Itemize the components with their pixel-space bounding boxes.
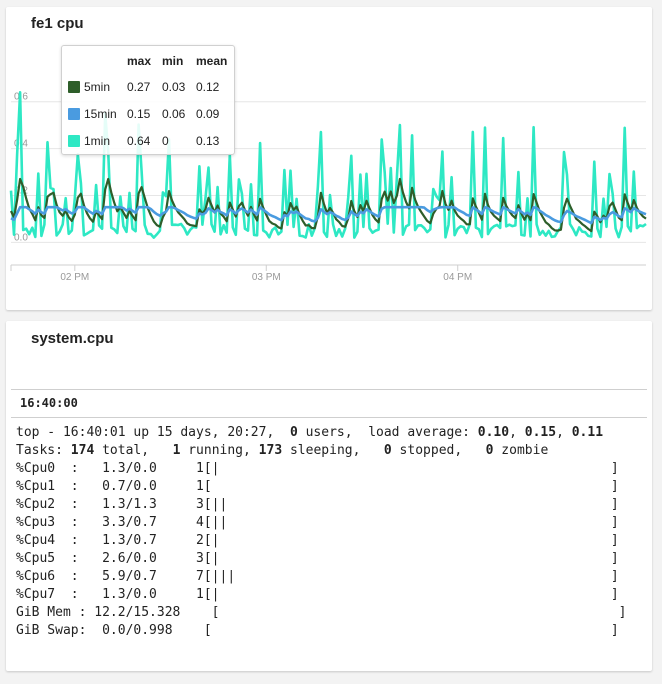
legend-swatch	[68, 108, 80, 120]
legend-swatch	[68, 135, 80, 147]
legend-min: 0	[162, 134, 169, 148]
users-count: 0	[289, 425, 298, 440]
divider	[11, 389, 647, 390]
top-line: %Cpu0 : 1.3/0.0 1[| ]	[16, 461, 619, 476]
tasks-sleeping: 173	[258, 443, 283, 458]
cpu-chart-panel: fe1 cpu 0.0 0.2 0.4 0.6 02 PM 03 PM 04 PM max …	[6, 7, 652, 310]
legend-min: 0.03	[162, 80, 186, 94]
tasks-line: Tasks: 174 total, 1 running, 173 sleepin…	[16, 443, 549, 458]
load-average-5: 0.15	[524, 425, 557, 440]
top-header-line: top - 16:40:01 up 15 days, 20:27, 0 user…	[16, 425, 604, 440]
top-line: GiB Mem : 12.2/15.328 [ ]	[16, 605, 627, 620]
legend-header-max: max	[127, 54, 152, 68]
legend-item-5min[interactable]: 5min 0.27 0.03 0.12	[62, 78, 234, 96]
series-line-15min	[10, 205, 647, 225]
legend-mean: 0.12	[196, 80, 220, 94]
legend-series-name: 5min	[84, 80, 111, 94]
tasks-zombie: 0	[485, 443, 494, 458]
load-average-15: 0.11	[571, 425, 604, 440]
legend-header-min: min	[162, 54, 184, 68]
legend-max: 0.15	[127, 107, 151, 121]
series-line-1min	[9, 91, 647, 239]
top-line: %Cpu5 : 2.6/0.0 3[| ]	[16, 551, 619, 566]
top-line: %Cpu4 : 1.3/0.7 2[| ]	[16, 533, 619, 548]
legend-mean: 0.13	[196, 134, 220, 148]
y-tick-label: 0.0	[14, 232, 28, 243]
top-line: %Cpu1 : 0.7/0.0 1[ ]	[16, 479, 619, 494]
panel-title: fe1 cpu	[31, 15, 84, 32]
panel-title: system.cpu	[31, 330, 114, 347]
chart-legend: max min mean 5min 0.27 0.03 0.12 15min 0…	[61, 45, 235, 155]
legend-min: 0.06	[162, 107, 186, 121]
top-line: %Cpu3 : 3.3/0.7 4[|| ]	[16, 515, 619, 530]
x-tick-label: 04 PM	[443, 272, 472, 283]
system-cpu-panel: system.cpu 16:40:00 top - 16:40:01 up 15…	[6, 321, 652, 671]
top-output: top - 16:40:01 up 15 days, 20:27, 0 user…	[16, 424, 626, 640]
legend-series-name: 15min	[84, 107, 117, 121]
divider	[11, 417, 647, 418]
legend-header-mean: mean	[196, 54, 228, 68]
load-average-1: 0.10	[477, 425, 510, 440]
legend-swatch	[68, 81, 80, 93]
top-line: %Cpu7 : 1.3/0.0 1[| ]	[16, 587, 619, 602]
tasks-running: 1	[172, 443, 181, 458]
tasks-total: 174	[70, 443, 95, 458]
tasks-stopped: 0	[383, 443, 392, 458]
top-line: %Cpu2 : 1.3/1.3 3[|| ]	[16, 497, 619, 512]
legend-item-15min[interactable]: 15min 0.15 0.06 0.09	[62, 105, 234, 123]
x-tick-label: 03 PM	[252, 272, 281, 283]
x-tick-label: 02 PM	[60, 272, 89, 283]
top-line: %Cpu6 : 5.9/0.7 7[||| ]	[16, 569, 619, 584]
legend-max: 0.64	[127, 134, 151, 148]
snapshot-time: 16:40:00	[20, 396, 78, 410]
legend-mean: 0.09	[196, 107, 220, 121]
legend-item-1min[interactable]: 1min 0.64 0 0.13	[62, 132, 234, 150]
legend-series-name: 1min	[84, 134, 111, 148]
legend-max: 0.27	[127, 80, 151, 94]
top-line: GiB Swap: 0.0/0.998 [ ]	[16, 623, 619, 638]
